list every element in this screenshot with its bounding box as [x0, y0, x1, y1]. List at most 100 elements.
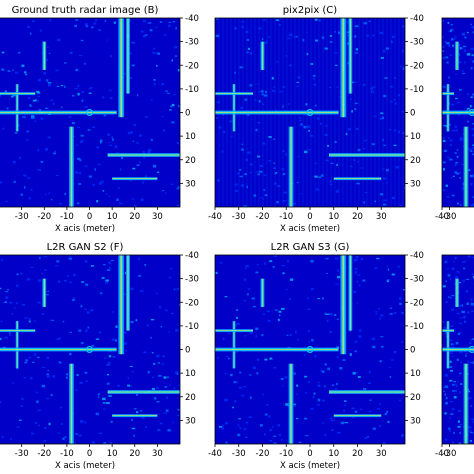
speckle	[258, 100, 261, 103]
speckle	[320, 174, 324, 177]
speckle	[293, 404, 296, 407]
speckle	[466, 107, 470, 110]
speckle	[20, 193, 24, 196]
y-tick-label: 20	[410, 393, 421, 403]
speckle	[107, 361, 111, 364]
speckle	[23, 174, 27, 177]
speckle	[147, 150, 151, 153]
speckle	[142, 35, 146, 38]
speckle	[262, 393, 265, 396]
speckle	[316, 404, 320, 406]
speckle	[117, 187, 121, 189]
speckle	[263, 94, 268, 97]
speckle	[458, 89, 462, 91]
speckle	[401, 341, 404, 343]
speckle	[108, 144, 113, 146]
speckle	[81, 91, 85, 93]
speckle	[164, 90, 169, 92]
speckle	[215, 271, 218, 274]
speckle	[366, 34, 369, 37]
speckle	[442, 137, 445, 140]
reflection-band	[42, 278, 47, 307]
speckle	[102, 397, 106, 401]
speckle	[459, 423, 463, 426]
speckle	[393, 350, 397, 354]
speckle	[151, 376, 155, 379]
speckle	[310, 287, 314, 291]
reflection-band	[15, 84, 19, 132]
speckle	[264, 90, 267, 94]
speckle	[282, 200, 286, 203]
speckle	[123, 342, 127, 345]
speckle	[281, 265, 285, 267]
speckle	[445, 260, 448, 262]
speckle	[176, 287, 179, 291]
speckle	[60, 106, 63, 109]
speckle	[150, 351, 153, 353]
speckle	[466, 302, 470, 306]
speckle	[239, 168, 242, 171]
panel-5: L2R GAN S3 (G)-40 -30 -20 -10 0 10 20 30-40-30-…	[208, 242, 424, 471]
speckle	[259, 165, 264, 168]
speckle	[447, 21, 450, 24]
speckle	[293, 403, 297, 406]
speckle	[322, 422, 325, 424]
speckle	[351, 407, 355, 410]
speckle	[170, 183, 174, 185]
speckle	[103, 114, 107, 117]
speckle	[355, 255, 359, 259]
speckle	[88, 88, 91, 90]
speckle	[49, 19, 52, 22]
speckle	[236, 172, 240, 175]
x-tick-label: 20	[352, 212, 363, 222]
speckle	[86, 311, 90, 314]
speckle	[75, 433, 78, 435]
x-tick-label: 30	[152, 449, 163, 459]
speckle	[248, 52, 253, 55]
speckle	[458, 114, 461, 116]
speckle	[263, 193, 266, 197]
speckle	[46, 46, 49, 48]
speckle	[76, 374, 79, 376]
speckle	[471, 273, 474, 275]
speckle	[457, 332, 461, 335]
speckle	[73, 273, 76, 277]
speckle	[442, 56, 445, 60]
speckle	[368, 20, 371, 23]
speckle	[243, 278, 246, 281]
reflection-band	[68, 126, 74, 207]
radar-image	[0, 255, 180, 444]
speckle	[454, 256, 457, 260]
speckle	[19, 419, 22, 421]
speckle	[75, 68, 79, 72]
speckle	[395, 166, 399, 169]
speckle	[252, 305, 257, 308]
speckle	[455, 341, 459, 345]
speckle	[340, 421, 345, 425]
speckle	[247, 151, 251, 154]
speckle	[104, 20, 107, 22]
x-tick-label: -30	[15, 449, 29, 459]
speckle	[268, 159, 271, 162]
speckle	[244, 173, 247, 176]
speckle	[92, 126, 96, 128]
speckle	[10, 437, 13, 440]
speckle	[442, 285, 446, 288]
speckle	[78, 54, 83, 56]
speckle	[46, 373, 49, 375]
speckle	[26, 139, 29, 141]
speckle	[325, 125, 328, 127]
speckle	[312, 396, 315, 399]
speckle	[169, 109, 172, 111]
speckle	[386, 410, 388, 414]
x-tick-label: -20	[37, 212, 51, 222]
speckle	[454, 129, 458, 132]
speckle	[391, 359, 394, 361]
speckle	[167, 24, 171, 28]
speckle	[383, 144, 386, 146]
speckle	[299, 119, 302, 122]
speckle	[347, 42, 350, 45]
speckle	[150, 337, 153, 339]
speckle	[449, 379, 453, 382]
speckle	[102, 190, 105, 192]
